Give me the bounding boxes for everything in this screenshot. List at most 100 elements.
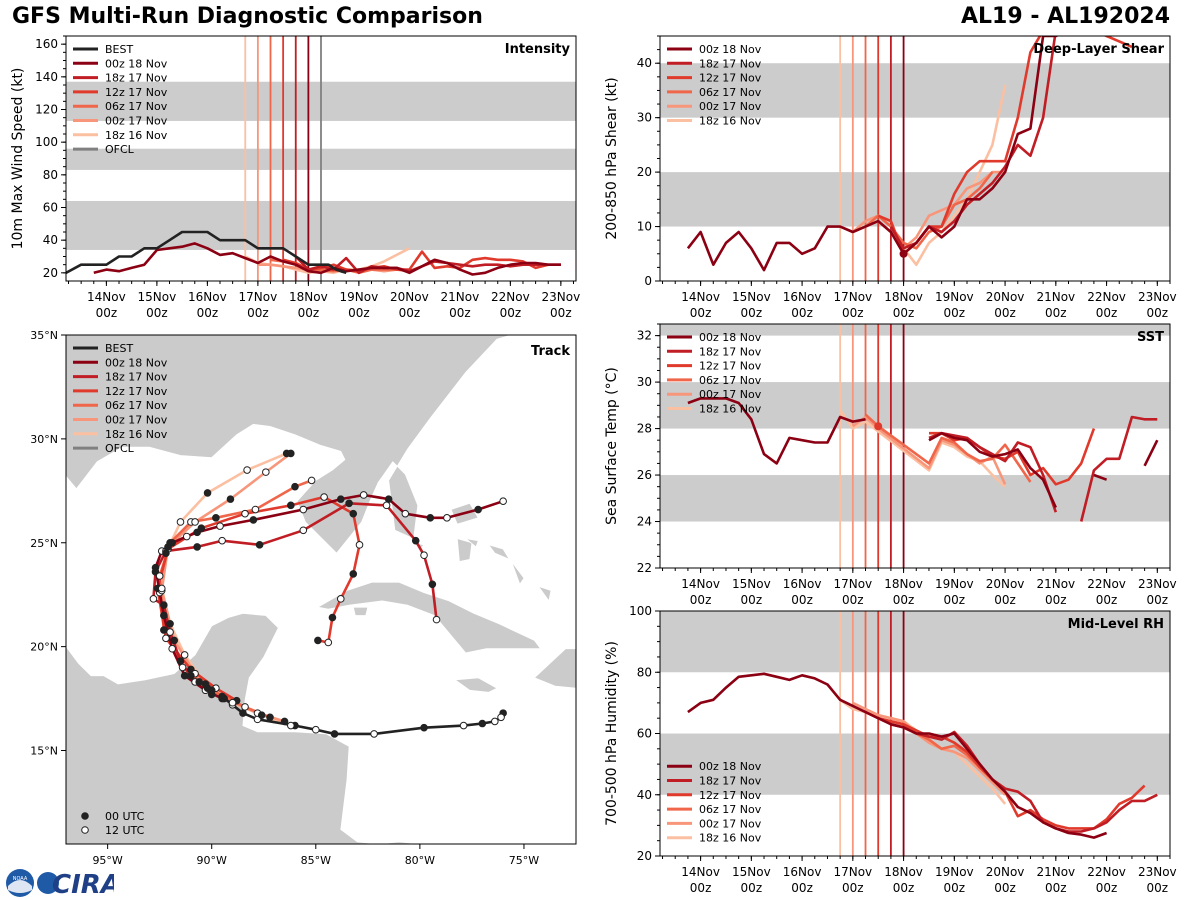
y-tick-label: 40 [637, 788, 652, 802]
legend-label: 00z 18 Nov [105, 57, 168, 70]
cira-logo: NOAA CIRA [6, 869, 114, 898]
panel-title: Track [531, 344, 570, 359]
track-point-00utc [180, 671, 189, 680]
x-tick-label: 00z [1147, 306, 1169, 320]
legend-label: BEST [105, 342, 133, 355]
series-line [864, 171, 994, 250]
x-tick-label: 22Nov [1087, 290, 1126, 304]
y-tick-label: 100 [629, 604, 652, 618]
x-tick-label: 15Nov [732, 290, 771, 304]
land-mass [456, 538, 473, 562]
x-tick-label: 20Nov [986, 865, 1025, 879]
x-tick-label: 00z [1147, 593, 1169, 607]
x-tick-label: 00z [944, 881, 966, 895]
lon-tick-label: 90°W [197, 854, 227, 867]
legend-label: 00z 17 Nov [699, 388, 762, 401]
x-tick-label: 00z [842, 306, 864, 320]
x-tick-label: 00z [298, 306, 320, 320]
track-point-00utc [197, 524, 206, 533]
sst-panel: 22 24 26 28 30 32 14Nov 00z 15Nov 00z 16Nov 00z 17No… [604, 323, 1177, 607]
track-point-12utc [168, 644, 176, 653]
legend-label: 06z 17 Nov [105, 399, 168, 412]
track-point-12utc [499, 497, 507, 506]
x-tick-label: 00z [893, 881, 915, 895]
track-frame [65, 334, 577, 845]
x-tick-label: 22Nov [491, 290, 530, 304]
legend-label: 00z 18 Nov [699, 43, 762, 56]
x-tick-label: 00z [944, 306, 966, 320]
x-tick-label: 00z [1045, 881, 1067, 895]
track-point-12utc [228, 698, 237, 707]
y-axis-label: Sea Surface Temp (°C) [604, 367, 620, 525]
series-line [928, 431, 1159, 509]
land-mass [487, 544, 511, 561]
track-point-00utc [266, 713, 274, 722]
track-point-00utc [420, 723, 428, 732]
legend-label: 00z 18 Nov [699, 331, 762, 344]
legend-label: 06z 17 Nov [105, 100, 168, 113]
track-point-00utc [195, 678, 204, 686]
legend-label: 12z 17 Nov [699, 360, 762, 373]
y-tick-label: 20 [43, 266, 58, 280]
track-point-12utc [401, 509, 410, 518]
x-tick-label: 18Nov [884, 865, 923, 879]
track-point-00utc [287, 501, 295, 510]
threshold-band [660, 172, 1170, 227]
x-tick-label: 00z [893, 306, 915, 320]
x-tick-label: 16Nov [783, 577, 822, 591]
legend-label: 18z 16 Nov [105, 129, 168, 142]
track-point-12utc [149, 595, 158, 603]
track-point-12utc [336, 595, 345, 603]
legend-label: 12z 17 Nov [699, 72, 762, 85]
series-line [687, 672, 1108, 839]
legend-label: 00z 17 Nov [105, 115, 168, 128]
lat-tick-label: 15°N [30, 745, 58, 758]
track-point-00utc [474, 505, 482, 514]
x-tick-label: 20Nov [986, 290, 1025, 304]
marker-legend-label: 00 UTC [105, 810, 145, 823]
track-point-12utc [459, 721, 468, 730]
y-tick-label: 140 [35, 70, 58, 84]
y-tick-label: 28 [637, 422, 652, 436]
legend-label: 00z 18 Nov [105, 356, 168, 369]
panel-title: SST [1137, 330, 1164, 345]
rh-panel: 20 40 60 80 100 14Nov 00z 15Nov 00z 16Nov 00z 17Nov… [604, 604, 1177, 895]
x-tick-label: 00z [791, 881, 813, 895]
x-tick-label: 15Nov [732, 865, 771, 879]
y-tick-label: 120 [35, 103, 58, 117]
lon-tick-label: 95°W [92, 854, 122, 867]
y-tick-label: 32 [637, 329, 652, 343]
track-point-12utc [320, 493, 328, 501]
series-line [687, 397, 866, 465]
x-tick-label: 00z [399, 306, 421, 320]
track-point-00utc [239, 709, 247, 717]
y-tick-label: 60 [637, 727, 652, 741]
x-tick-label: 14Nov [681, 577, 720, 591]
cira-logo-text: CIRA [52, 870, 114, 898]
track-point-00utc [160, 611, 168, 620]
legend-label: 06z 17 Nov [699, 803, 762, 816]
legend-label: 18z 17 Nov [699, 775, 762, 788]
threshold-band [660, 63, 1170, 118]
x-tick-label: 19Nov [340, 290, 379, 304]
track-point-12utc [382, 501, 391, 510]
intensity-panel: 20 40 60 80 100 120 140 160 14Nov 00z 15Nov 00z 16No… [10, 35, 580, 320]
threshold-band [660, 324, 1170, 336]
y-tick-label: 22 [637, 561, 652, 575]
x-tick-label: 00z [348, 306, 370, 320]
track-point-12utc [370, 730, 378, 738]
x-tick-label: 00z [500, 306, 522, 320]
track-point-12utc [157, 584, 166, 593]
y-tick-label: 60 [43, 201, 58, 215]
legend-label: 18z 17 Nov [105, 371, 168, 384]
x-tick-label: 00z [791, 593, 813, 607]
x-tick-label: 18Nov [884, 290, 923, 304]
series-line [839, 409, 1006, 488]
track-point-12utc [182, 532, 191, 541]
track-point-00utc [345, 499, 353, 508]
x-tick-label: 21Nov [1036, 865, 1075, 879]
x-tick-label: 00z [893, 593, 915, 607]
y-tick-label: 10 [637, 220, 652, 234]
